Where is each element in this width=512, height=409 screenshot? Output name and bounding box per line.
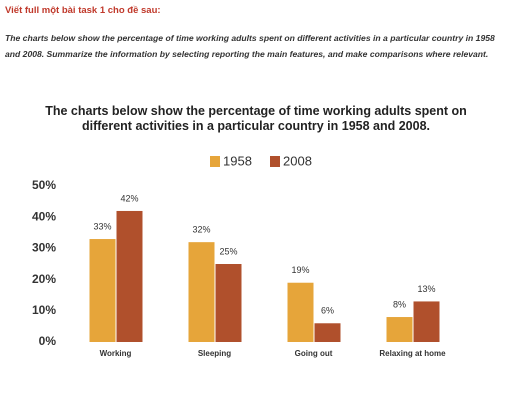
legend-swatch <box>210 156 220 167</box>
value-label: 42% <box>120 193 138 203</box>
bar <box>116 210 143 342</box>
legend-swatch <box>270 156 280 167</box>
value-label: 32% <box>192 225 210 235</box>
y-tick-label: 40% <box>32 209 56 223</box>
value-label: 13% <box>417 284 435 294</box>
bar <box>188 242 215 342</box>
value-label: 6% <box>321 306 334 316</box>
prompt: The charts below show the percentage of … <box>5 33 495 59</box>
chart-title: The charts below show the percentage of … <box>45 104 467 133</box>
value-label: 19% <box>291 265 309 275</box>
x-tick-label: Relaxing at home <box>379 349 446 358</box>
legend-label: 2008 <box>283 153 312 168</box>
value-label: 8% <box>393 299 406 309</box>
bar <box>413 301 440 342</box>
x-tick-label: Going out <box>295 349 333 358</box>
bar <box>386 317 413 342</box>
bar <box>287 282 314 342</box>
chart-title-box: The charts below show the percentage of … <box>45 104 467 133</box>
y-tick-label: 30% <box>32 241 56 255</box>
y-tick-label: 20% <box>32 272 56 286</box>
bar <box>215 264 242 342</box>
y-tick-label: 0% <box>39 334 57 348</box>
bar <box>89 239 116 342</box>
y-tick-label: 10% <box>32 303 56 317</box>
x-tick-label: Sleeping <box>198 349 231 358</box>
legend-label: 1958 <box>223 153 252 168</box>
header-title: Viết full một bài task 1 cho đề sau: <box>5 5 161 16</box>
x-tick-label: Working <box>100 349 132 358</box>
bar <box>314 323 341 342</box>
value-label: 25% <box>219 246 237 256</box>
y-tick-label: 50% <box>32 178 56 192</box>
value-label: 33% <box>93 221 111 231</box>
